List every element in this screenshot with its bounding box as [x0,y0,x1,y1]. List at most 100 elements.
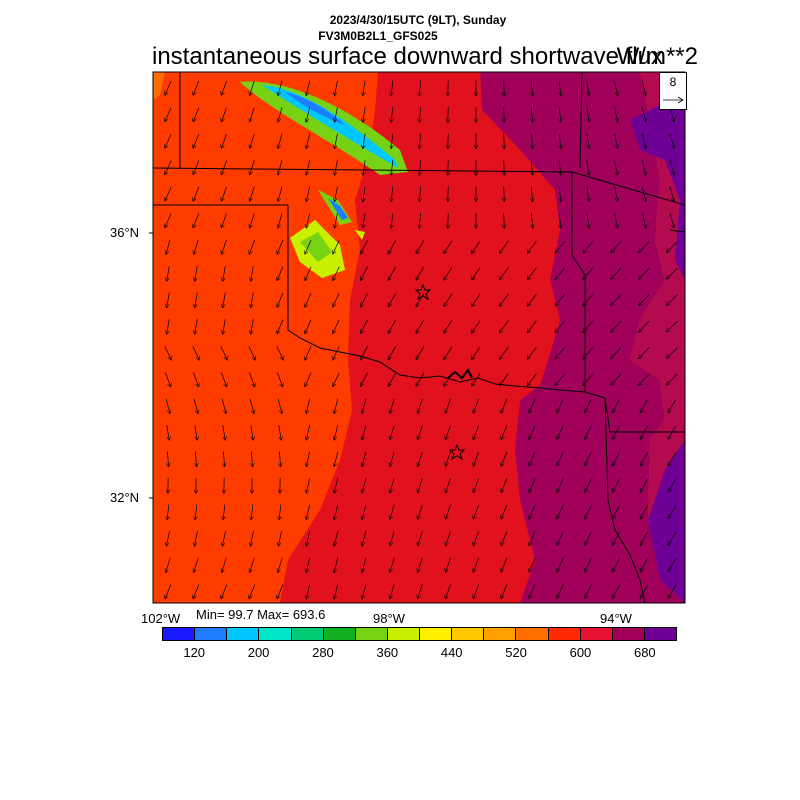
wind-vector [306,425,310,440]
wind-vector [278,80,283,95]
wind-vector [527,267,537,280]
wind-vector [416,240,425,254]
wind-vector [363,80,366,96]
wind-vector [251,451,252,467]
wind-vector [527,320,537,333]
wind-vector [335,133,338,149]
wind-vector [195,451,196,467]
wind-vector [362,557,367,572]
wind-vector [390,531,395,545]
wind-vector [613,399,620,412]
wind-vector [249,372,254,386]
wind-vector [335,186,338,202]
wind-vector [277,266,284,281]
wind-vector [585,558,592,571]
wind-vector [669,160,674,174]
wind-vector [221,372,226,386]
wind-vector [361,372,368,386]
wind-vector [306,186,311,202]
map-frame [152,71,686,604]
colorbar-tick-label: 520 [505,645,527,660]
wind-vector [390,504,395,519]
wind-vector [448,80,449,96]
wind-vector [416,372,425,386]
wind-vector [306,531,310,546]
wind-vector [195,266,198,281]
wind-vector [278,531,282,546]
wind-vector [529,584,536,599]
wind-vector [668,399,677,413]
wind-vector [667,321,678,331]
wind-vector [501,504,508,519]
state-boundaries [153,72,685,603]
wind-vector [333,293,340,307]
wind-vector [249,584,256,599]
wind-vector [669,133,674,148]
wind-vector [249,398,254,414]
wind-vector [306,451,310,467]
wind-vector [473,478,479,492]
wind-vector [221,133,227,148]
wind-vector [668,505,677,519]
wind-vector [472,267,481,279]
wind-vector [306,557,310,573]
wind-vector [611,373,622,385]
wind-vector [448,133,449,149]
wind-vector [557,505,564,519]
wind-vector [444,293,453,307]
wind-vector [472,346,481,359]
wind-vector [306,160,311,175]
colorbar-swatch [387,628,420,640]
wind-vector [640,584,648,598]
wind-vector [279,504,281,520]
wind-vector [613,452,620,465]
wind-vector [222,557,227,572]
wind-vector [221,107,227,121]
wind-vector [446,504,451,519]
colorbar-swatch [195,628,228,640]
wind-vector [391,107,393,122]
wind-vector [390,425,395,439]
wind-vector [363,133,366,149]
wind-vector [611,347,622,358]
city-star-marker [448,443,466,461]
wind-vector [305,346,312,360]
wind-vector [306,504,310,520]
colorbar-swatch [259,628,292,640]
wind-vector [557,584,564,599]
lon-label-102w: 102°W [141,611,181,626]
wind-vector [555,267,565,280]
wind-vector [585,531,592,545]
wind-vector [639,320,650,332]
model-name: FV3M0B2L1_GFS025 [318,29,438,43]
wind-vector [193,584,200,599]
wind-vector [559,107,561,122]
wind-vector [388,293,396,306]
wind-vector [276,346,283,360]
wind-vector [334,398,339,414]
lake-outline [447,368,473,380]
wind-vector [223,292,226,308]
wind-vector [277,239,284,254]
wind-vector [668,558,677,572]
wind-vector [361,346,368,359]
wind-vector [390,557,395,572]
wind-vector [390,451,395,466]
wind-vector [221,584,228,599]
wind-vector [279,451,280,467]
wind-vector [504,159,505,175]
wind-vector [222,239,227,254]
wind-vector [391,133,393,149]
wind-vector [305,319,312,334]
wind-vector [527,293,537,306]
wind-vector [250,425,253,440]
wind-vector [640,452,648,465]
wind-vector [446,398,451,413]
wind-vector [194,239,199,254]
wind-vector [391,160,393,175]
wind-vector [667,268,678,278]
colorbar-swatch [163,628,196,640]
wind-vector [557,425,564,440]
wind-vector [251,292,254,308]
wind-vector [334,451,339,467]
